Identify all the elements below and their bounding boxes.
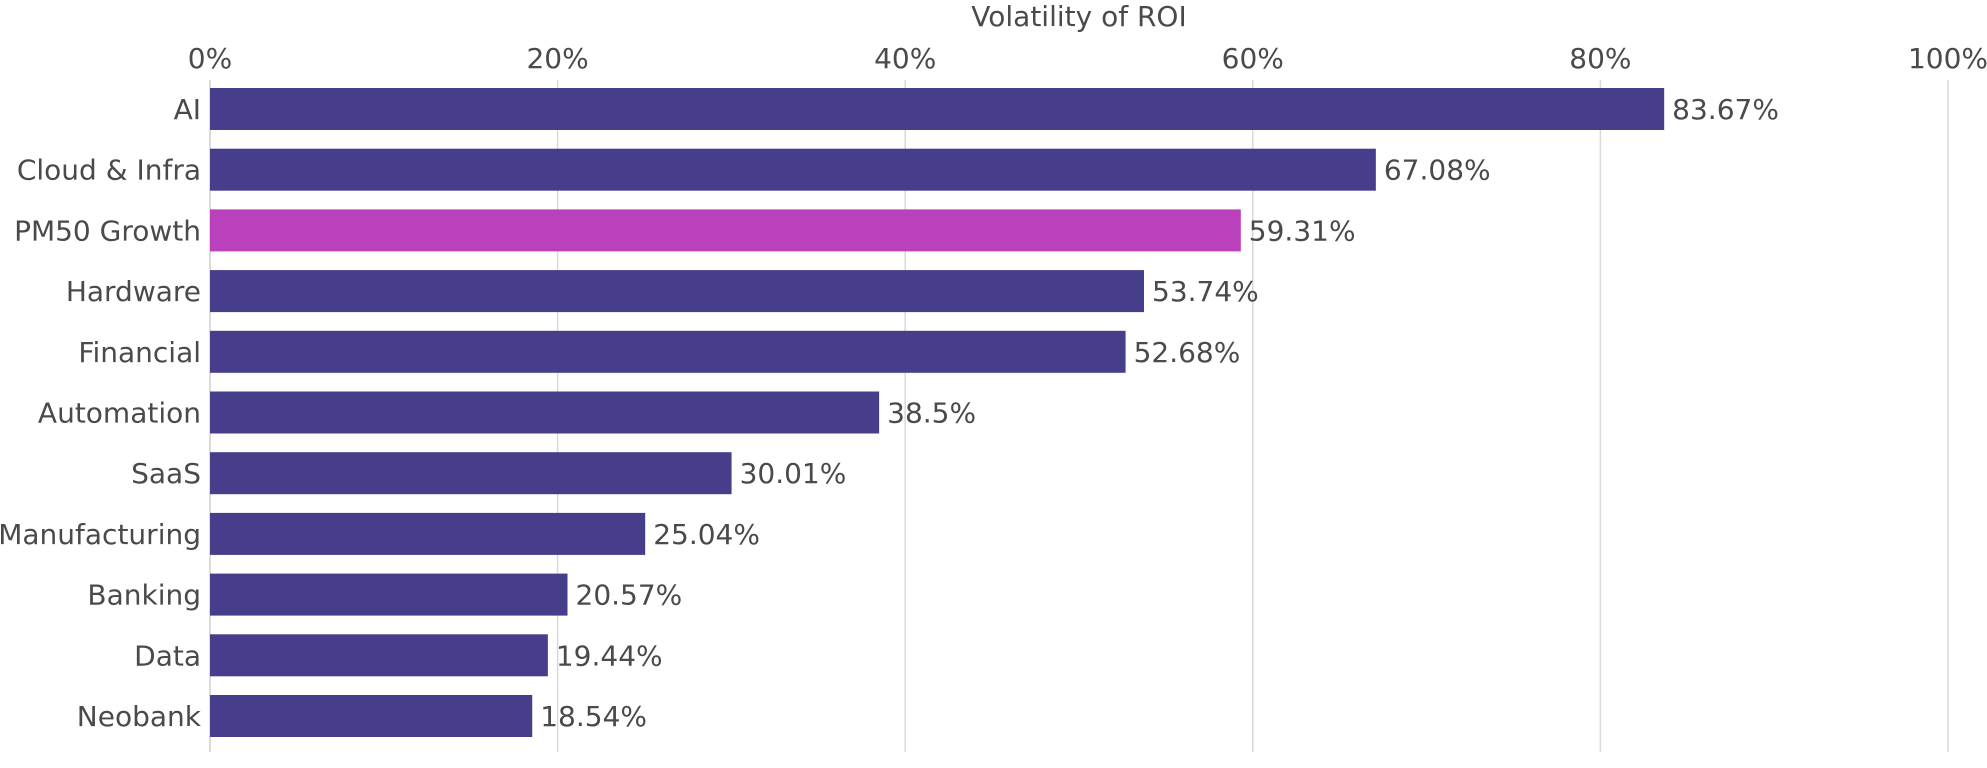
- value-label: 53.74%: [1152, 275, 1259, 308]
- value-label: 30.01%: [740, 457, 847, 490]
- category-label: AI: [174, 93, 201, 126]
- bar: [210, 695, 533, 737]
- category-label: Automation: [38, 397, 201, 430]
- bar: [210, 391, 880, 434]
- bar: [210, 148, 1376, 191]
- category-label: Hardware: [66, 275, 201, 308]
- category-label: PM50 Growth: [14, 214, 201, 247]
- x-tick-label: 60%: [1222, 42, 1284, 75]
- value-label: 59.31%: [1249, 214, 1356, 247]
- x-axis-ticks: 0% 20% 40% 60% 80% 100%: [188, 42, 1987, 75]
- value-label: 83.67%: [1672, 93, 1779, 126]
- category-label: SaaS: [131, 457, 201, 490]
- x-axis-title: Volatility of ROI: [971, 0, 1186, 33]
- x-tick-label: 0%: [188, 42, 232, 75]
- category-label: Neobank: [77, 700, 202, 733]
- bar: [210, 88, 1665, 130]
- category-label: Cloud & Infra: [17, 154, 201, 187]
- category-label: Financial: [78, 336, 201, 369]
- value-label: 18.54%: [540, 700, 647, 733]
- x-tick-label: 20%: [526, 42, 588, 75]
- value-labels: 83.67% 67.08% 59.31% 53.74% 52.68% 38.5% 30.01…: [540, 93, 1779, 733]
- value-label: 19.44%: [556, 639, 663, 672]
- value-label: 52.68%: [1134, 336, 1241, 369]
- x-tick-label: 80%: [1569, 42, 1631, 75]
- value-label: 20.57%: [576, 579, 683, 612]
- category-labels: AI Cloud & Infra PM50 Growth Hardware Financ…: [0, 93, 202, 733]
- bar: [210, 330, 1126, 373]
- bar: [210, 512, 646, 555]
- category-label: Banking: [87, 579, 201, 612]
- value-label: 25.04%: [653, 518, 760, 551]
- bar: [210, 452, 732, 495]
- category-label: Manufacturing: [0, 518, 201, 551]
- x-tick-label: 100%: [1908, 42, 1987, 75]
- bars: [210, 88, 1665, 737]
- category-label: Data: [134, 639, 201, 672]
- x-tick-label: 40%: [874, 42, 936, 75]
- bar: [210, 209, 1241, 252]
- bar: [210, 573, 568, 616]
- value-label: 38.5%: [887, 397, 976, 430]
- bar: [210, 270, 1145, 313]
- bar: [210, 634, 548, 677]
- value-label: 67.08%: [1384, 154, 1491, 187]
